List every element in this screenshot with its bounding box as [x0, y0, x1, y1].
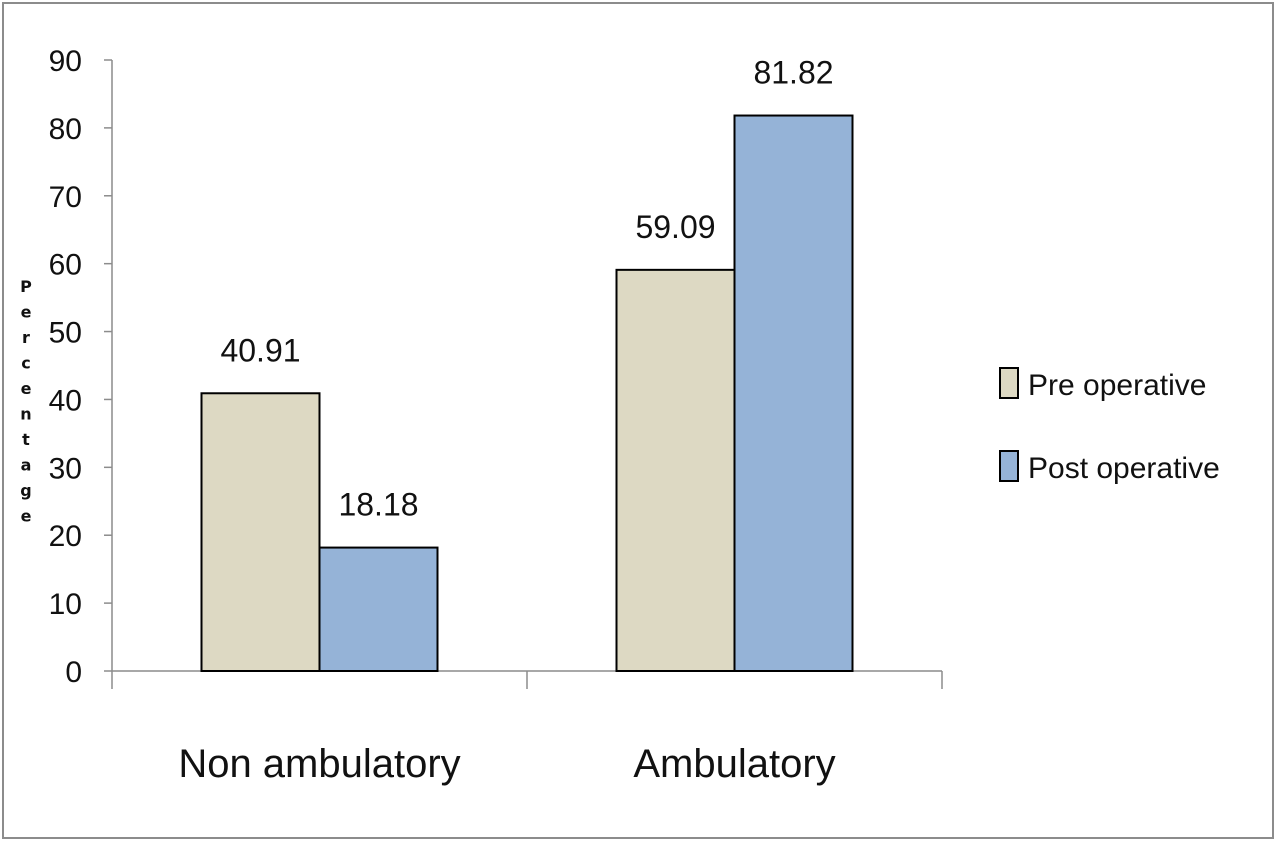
legend-swatch [999, 367, 1019, 399]
x-category-label: Non ambulatory [178, 742, 460, 786]
y-tick-label: 40 [49, 384, 82, 417]
legend-label: Post operative [1028, 452, 1220, 485]
y-axis-title-letter: a [21, 456, 32, 475]
bar [733, 114, 854, 673]
data-labels: 40.91 59.09 18.18 81.82 [220, 55, 833, 523]
bar-chart: 0 10 20 30 40 50 60 70 80 90 Non ambulatory Ambula… [20, 45, 1220, 786]
y-axis: 0 10 20 30 40 50 60 70 80 90 [49, 45, 113, 689]
bar [200, 392, 321, 672]
data-label: 18.18 [338, 487, 418, 523]
y-tick-label: 90 [49, 45, 82, 78]
y-axis-title-letter: c [21, 354, 30, 373]
y-axis-title-letter: r [22, 328, 30, 347]
data-label: 40.91 [220, 332, 300, 368]
y-axis-title-letter: e [21, 379, 32, 398]
y-tick-label: 80 [49, 113, 82, 146]
data-label: 81.82 [753, 55, 833, 91]
y-axis-title-letter: P [20, 277, 32, 296]
y-tick-label: 10 [49, 588, 82, 621]
bar [615, 268, 736, 672]
y-axis-title-letter: e [21, 507, 32, 526]
legend: Pre operative Post operative [999, 367, 1220, 485]
y-tick-label: 50 [49, 317, 82, 350]
y-axis-title-letter: g [20, 481, 31, 500]
data-label: 59.09 [635, 209, 715, 245]
y-tick-label: 30 [49, 452, 82, 485]
legend-label: Pre operative [1028, 369, 1206, 402]
x-category-label: Ambulatory [633, 742, 835, 786]
legend-swatch [999, 450, 1019, 482]
bar [318, 546, 439, 672]
y-tick-label: 0 [65, 656, 82, 689]
y-tick-label: 20 [49, 520, 82, 553]
y-axis-title-letter: n [20, 405, 31, 424]
y-axis-title-letter: e [21, 303, 32, 322]
bars [200, 114, 854, 673]
x-axis: Non ambulatory Ambulatory [111, 670, 943, 786]
y-tick-label: 60 [49, 249, 82, 282]
y-axis-title-letter: t [22, 430, 30, 449]
y-tick-label: 70 [49, 181, 82, 214]
